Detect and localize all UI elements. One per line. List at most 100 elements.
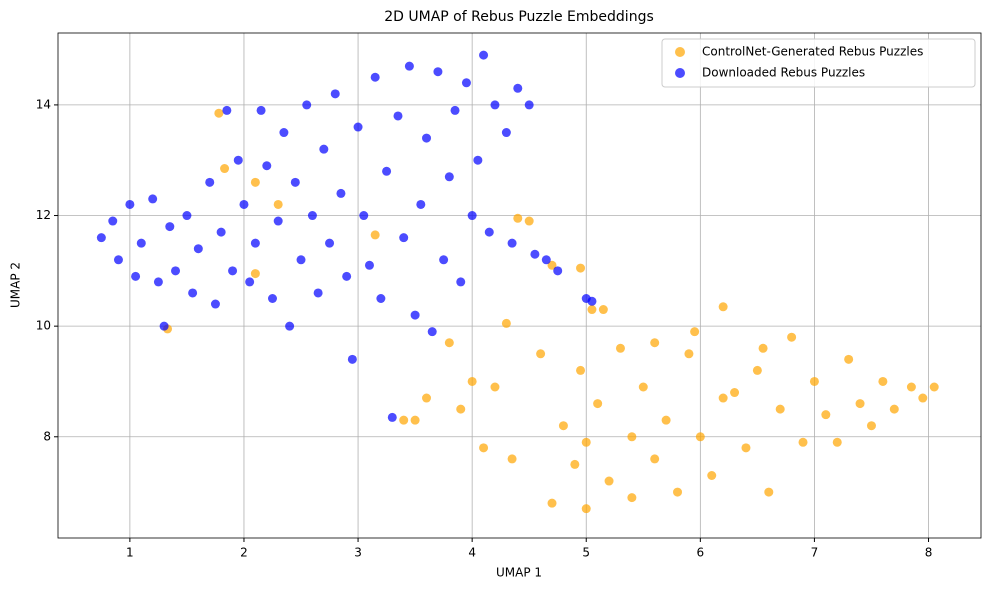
scatter-point (330, 89, 340, 99)
x-tick-label: 1 (126, 546, 134, 560)
scatter-point (214, 108, 224, 118)
scatter-point (650, 338, 660, 348)
scatter-point (319, 144, 329, 154)
scatter-point (439, 255, 449, 265)
scatter-point (444, 338, 454, 348)
scatter-point (359, 211, 369, 221)
y-tick-label: 14 (36, 97, 51, 111)
scatter-point (250, 238, 260, 248)
scatter-point (393, 111, 403, 121)
scatter-point (855, 399, 865, 409)
scatter-point (758, 343, 768, 353)
scatter-point (787, 332, 797, 342)
scatter-point (456, 404, 466, 414)
scatter-point (148, 194, 158, 204)
scatter-point (547, 260, 557, 270)
scatter-point (906, 382, 916, 392)
scatter-point (444, 172, 454, 182)
scatter-point (730, 388, 740, 398)
scatter-point (382, 166, 392, 176)
scatter-point (273, 216, 283, 226)
scatter-point (479, 50, 489, 60)
scatter-point (581, 437, 591, 447)
scatter-point (245, 277, 255, 287)
scatter-point (376, 293, 386, 303)
x-tick-label: 6 (697, 546, 705, 560)
scatter-point (188, 288, 198, 298)
scatter-point (918, 393, 928, 403)
y-tick-label: 10 (36, 319, 51, 333)
scatter-point (479, 443, 489, 453)
scatter-point (302, 100, 312, 110)
scatter-point (273, 199, 283, 209)
scatter-point (604, 476, 614, 486)
legend-label: ControlNet-Generated Rebus Puzzles (702, 45, 923, 59)
scatter-point (650, 454, 660, 464)
scatter-point (399, 233, 409, 243)
scatter-point (593, 399, 603, 409)
scatter-point (370, 72, 380, 82)
scatter-point (524, 216, 534, 226)
scatter-point (638, 382, 648, 392)
scatter-point (279, 128, 289, 138)
scatter-point (775, 404, 785, 414)
scatter-point (473, 155, 483, 165)
scatter-point (159, 321, 169, 331)
scatter-point (541, 255, 551, 265)
scatter-point (433, 67, 443, 77)
scatter-point (684, 349, 694, 359)
scatter-point (690, 327, 700, 337)
x-tick-label: 4 (468, 546, 476, 560)
scatter-point (410, 415, 420, 425)
scatter-point (416, 199, 426, 209)
chart-title: 2D UMAP of Rebus Puzzle Embeddings (384, 9, 654, 25)
legend-label: Downloaded Rebus Puzzles (702, 66, 865, 80)
scatter-point (707, 470, 717, 480)
scatter-point (929, 382, 939, 392)
plot-frame (57, 32, 982, 539)
scatter-point (422, 393, 432, 403)
scatter-point (233, 155, 243, 165)
scatter-point (513, 213, 523, 223)
scatter-point (570, 459, 580, 469)
scatter-point (296, 255, 306, 265)
scatter-point (136, 238, 146, 248)
scatter-point (108, 216, 118, 226)
scatter-point (536, 349, 546, 359)
x-axis-label: UMAP 1 (496, 566, 542, 580)
scatter-point (673, 487, 683, 497)
scatter-point (553, 266, 563, 276)
scatter-point (325, 238, 335, 248)
scatter-point (313, 288, 323, 298)
scatter-point (353, 122, 363, 132)
scatter-point (467, 211, 477, 221)
scatter-point (250, 269, 260, 279)
scatter-point (467, 376, 477, 386)
scatter-point (507, 238, 517, 248)
x-tick-label: 2 (240, 546, 248, 560)
scatter-point (718, 302, 728, 312)
scatter-point (399, 415, 409, 425)
scatter-point (490, 100, 500, 110)
scatter-point (193, 244, 203, 254)
scatter-point (581, 504, 591, 514)
scatter-point (752, 365, 762, 375)
scatter-point (576, 263, 586, 273)
scatter-point (456, 277, 466, 287)
x-tick-label: 5 (582, 546, 590, 560)
scatter-point (661, 415, 671, 425)
legend-marker (675, 68, 685, 78)
scatter-point (364, 260, 374, 270)
y-tick-label: 12 (36, 208, 51, 222)
scatter-point (844, 354, 854, 364)
scatter-point (336, 188, 346, 198)
x-tick-label: 8 (925, 546, 933, 560)
scatter-point (627, 432, 637, 442)
scatter-point (171, 266, 181, 276)
scatter-point (490, 382, 500, 392)
legend-marker (675, 47, 685, 57)
scatter-point (427, 327, 437, 337)
scatter-point (125, 199, 135, 209)
legend-box (661, 38, 976, 88)
